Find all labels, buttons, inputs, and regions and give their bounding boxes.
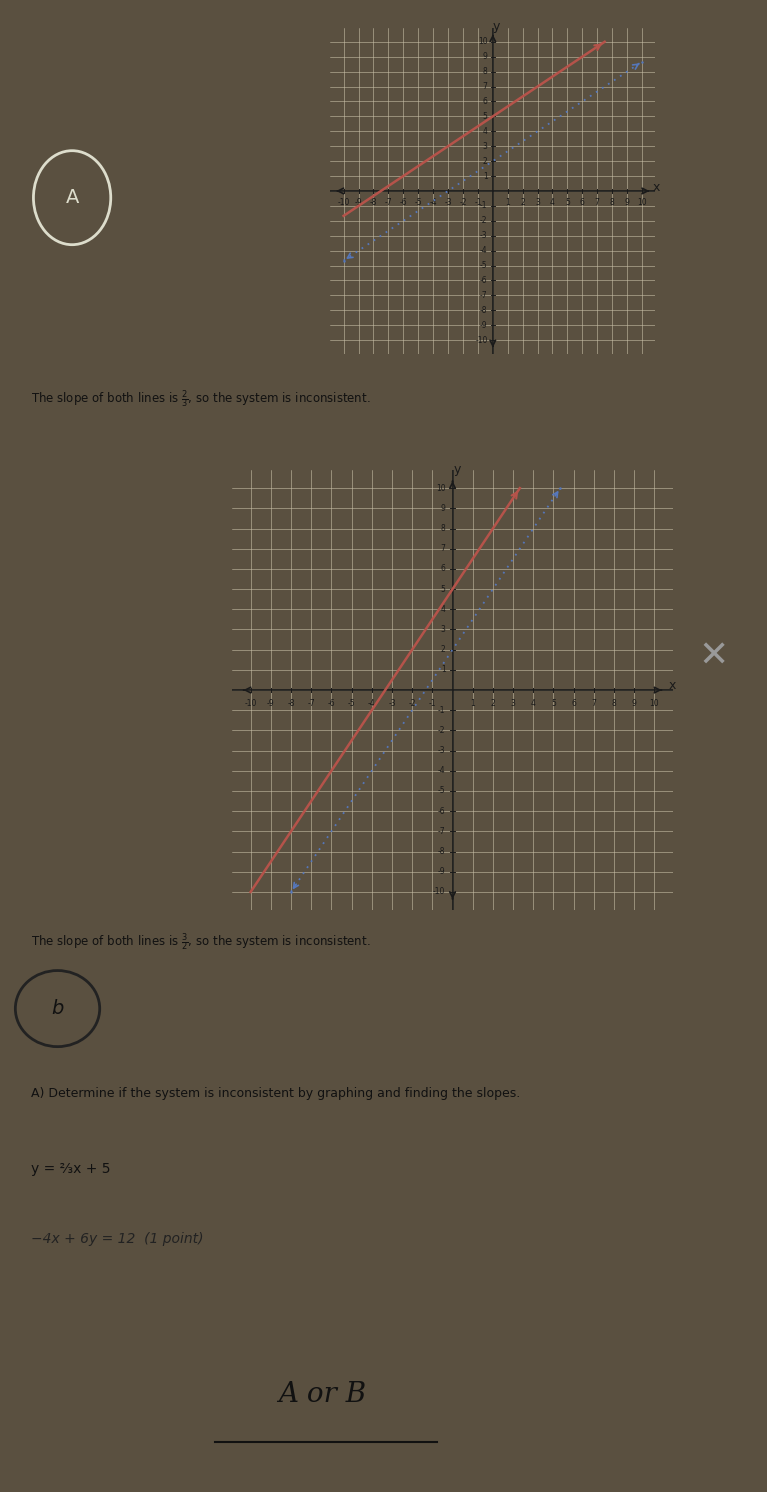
Text: 4: 4	[482, 127, 488, 136]
Text: 5: 5	[565, 198, 570, 207]
Text: -6: -6	[328, 700, 335, 709]
Text: 7: 7	[594, 198, 600, 207]
Text: -7: -7	[480, 291, 488, 300]
Text: 8: 8	[610, 198, 614, 207]
Text: 10: 10	[650, 700, 660, 709]
Text: 9: 9	[624, 198, 630, 207]
Text: 8: 8	[482, 67, 488, 76]
Text: 8: 8	[611, 700, 617, 709]
Text: -9: -9	[267, 700, 275, 709]
Text: -5: -5	[480, 261, 488, 270]
Text: -6: -6	[400, 198, 407, 207]
Text: −4x + 6y = 12  (1 point): −4x + 6y = 12 (1 point)	[31, 1232, 203, 1246]
Text: -10: -10	[245, 700, 257, 709]
Text: 1: 1	[470, 700, 475, 709]
Text: -9: -9	[480, 321, 488, 330]
Text: -1: -1	[480, 201, 488, 210]
Text: -6: -6	[438, 807, 446, 816]
Text: -3: -3	[444, 198, 452, 207]
Text: A: A	[65, 188, 79, 207]
Text: 2: 2	[491, 700, 495, 709]
Text: -6: -6	[480, 276, 488, 285]
Text: -4: -4	[368, 700, 376, 709]
Text: 3: 3	[535, 198, 540, 207]
Text: The slope of both lines is $\frac{2}{3}$, so the system is inconsistent.: The slope of both lines is $\frac{2}{3}$…	[31, 388, 370, 410]
Text: x: x	[653, 181, 660, 194]
Text: -8: -8	[438, 847, 446, 856]
Text: 7: 7	[440, 545, 446, 554]
Text: y: y	[493, 19, 500, 33]
Text: 6: 6	[580, 198, 584, 207]
Text: 4: 4	[550, 198, 555, 207]
Text: -3: -3	[438, 746, 446, 755]
Text: -2: -2	[438, 727, 446, 736]
Text: 2: 2	[482, 157, 488, 166]
Text: 6: 6	[440, 564, 446, 573]
Text: 9: 9	[440, 504, 446, 513]
Text: 10: 10	[478, 37, 488, 46]
Text: 1: 1	[441, 665, 446, 674]
Text: -2: -2	[408, 700, 416, 709]
Text: -5: -5	[414, 198, 422, 207]
Text: 1: 1	[505, 198, 510, 207]
Text: -2: -2	[459, 198, 466, 207]
Text: -9: -9	[354, 198, 362, 207]
Text: -7: -7	[384, 198, 392, 207]
Text: 8: 8	[441, 524, 446, 533]
Text: 5: 5	[482, 112, 488, 121]
Text: 4: 4	[531, 700, 535, 709]
Text: -1: -1	[429, 700, 436, 709]
Text: -2: -2	[480, 216, 488, 225]
Text: 2: 2	[520, 198, 525, 207]
Text: -10: -10	[337, 198, 350, 207]
Text: -8: -8	[288, 700, 295, 709]
Text: 7: 7	[591, 700, 596, 709]
Text: -8: -8	[370, 198, 377, 207]
Text: 5: 5	[551, 700, 556, 709]
Text: 6: 6	[571, 700, 576, 709]
Text: 4: 4	[440, 604, 446, 613]
Text: y = ⅔x + 5: y = ⅔x + 5	[31, 1162, 110, 1176]
Text: 3: 3	[440, 625, 446, 634]
Text: 3: 3	[482, 142, 488, 151]
Text: y: y	[454, 463, 461, 476]
Text: 10: 10	[436, 483, 446, 492]
Text: -3: -3	[388, 700, 396, 709]
Text: -9: -9	[438, 867, 446, 876]
Text: 2: 2	[441, 645, 446, 653]
Text: -8: -8	[480, 306, 488, 315]
Text: -7: -7	[308, 700, 315, 709]
Text: -4: -4	[430, 198, 437, 207]
Text: -5: -5	[438, 786, 446, 795]
Text: b: b	[51, 1000, 64, 1018]
Text: x: x	[669, 679, 676, 691]
Text: -1: -1	[438, 706, 446, 715]
Text: A or B: A or B	[278, 1382, 366, 1408]
Text: The slope of both lines is $\frac{3}{2}$, so the system is inconsistent.: The slope of both lines is $\frac{3}{2}$…	[31, 931, 370, 953]
Text: -1: -1	[474, 198, 482, 207]
Text: A) Determine if the system is inconsistent by graphing and finding the slopes.: A) Determine if the system is inconsiste…	[31, 1086, 520, 1100]
Text: 6: 6	[482, 97, 488, 106]
Text: 3: 3	[511, 700, 515, 709]
Text: 5: 5	[440, 585, 446, 594]
Text: 10: 10	[637, 198, 647, 207]
Text: 1: 1	[482, 172, 488, 181]
Text: -3: -3	[480, 231, 488, 240]
Text: -5: -5	[347, 700, 355, 709]
Text: -4: -4	[438, 767, 446, 776]
Text: 9: 9	[482, 52, 488, 61]
Text: ✕: ✕	[698, 640, 729, 673]
Text: -10: -10	[476, 336, 488, 345]
Text: -7: -7	[438, 827, 446, 836]
Text: 9: 9	[632, 700, 637, 709]
Text: -4: -4	[480, 246, 488, 255]
Text: 7: 7	[482, 82, 488, 91]
Text: -10: -10	[433, 888, 446, 897]
